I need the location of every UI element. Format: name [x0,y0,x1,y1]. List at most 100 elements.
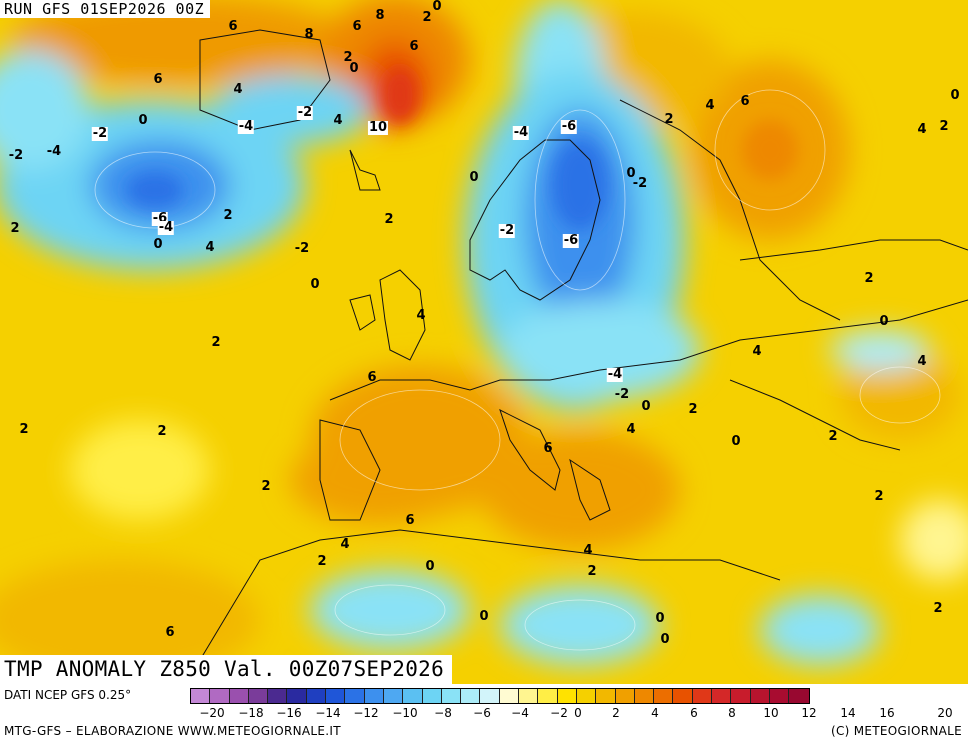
contour-label: 6 [405,513,415,528]
run-title: RUN GFS 01SEP2026 00Z [0,0,211,18]
colorbar-swatch [634,689,655,703]
contour-label: 2 [261,479,271,494]
colorbar-tick-label: −8 [434,706,452,720]
contour-label: 2 [384,212,394,227]
anomaly-field [0,0,968,680]
contour-label: 0 [310,277,320,292]
colorbar [190,688,810,704]
contour-label: 0 [469,170,479,185]
contour-label: 2 [10,221,20,236]
variable-title: TMP ANOMALY Z850 Val. 00Z07SEP2026 [0,655,453,684]
contour-label: 0 [479,609,489,624]
contour-label: 0 [655,611,665,626]
contour-label: -2 [294,241,310,256]
colorbar-swatch [422,689,442,703]
colorbar-swatch [789,689,809,703]
colorbar-tick-label: 4 [651,706,659,720]
contour-label: -2 [8,148,24,163]
contour-label: 6 [367,370,377,385]
contour-label: 6 [153,72,163,87]
colorbar-tick-label: −16 [276,706,302,720]
contour-label: 0 [950,88,960,103]
credit-right: (C) METEOGIORNALE [830,724,962,738]
colorbar-tick-label: −10 [392,706,418,720]
colorbar-tick-label: −12 [353,706,379,720]
contour-label: 4 [416,308,426,323]
contour-label: 4 [917,354,927,369]
colorbar-swatch [306,689,327,703]
contour-label: 4 [705,98,715,113]
contour-label: 2 [211,335,221,350]
colorbar-swatch [615,689,635,703]
isotherm-lines [94,89,941,651]
contour-label: 6 [543,441,553,456]
contour-label: -2 [91,126,109,141]
colorbar-tick-label: 10 [763,706,779,720]
colorbar-tick-label: 16 [879,706,895,720]
contour-label: 2 [939,119,949,134]
contour-label: -2 [498,223,516,238]
colorbar-tick-label: 14 [840,706,856,720]
contour-label: 2 [688,402,698,417]
contour-label: 2 [317,554,327,569]
contour-label: 2 [864,271,874,286]
contour-label: 2 [343,50,353,65]
colorbar-swatch [538,689,558,703]
colorbar-swatch [576,689,597,703]
colorbar-swatch [692,689,713,703]
colorbar-swatch [750,689,770,703]
anomaly-shading [0,0,968,680]
colorbar-tick-label: 0 [574,706,582,720]
contour-label: 0 [731,434,741,449]
colorbar-swatch [654,689,674,703]
contour-label: 10 [367,120,389,135]
colorbar-swatch [403,689,423,703]
contour-label: 2 [587,564,597,579]
contour-label: -2 [614,387,630,402]
contour-label: 2 [422,10,432,25]
colorbar-tick-label: −18 [238,706,264,720]
colorbar-swatch [345,689,365,703]
contour-label: 4 [626,422,636,437]
colorbar-tick-label: 2 [612,706,620,720]
contour-label: -4 [512,125,530,140]
contour-label: 6 [409,39,419,54]
colorbar-swatch [769,689,790,703]
colorbar-tick-label: 6 [690,706,698,720]
contour-label: 0 [660,632,670,647]
colorbar-swatch [441,689,462,703]
contour-label: -4 [46,144,62,159]
colorbar-tick-label: −14 [315,706,341,720]
contour-label: 4 [917,122,927,137]
data-source: DATI NCEP GFS 0.25° [4,688,132,702]
colorbar-swatch [268,689,288,703]
contour-label: 4 [233,82,243,97]
contour-label: 4 [583,543,593,558]
colorbar-tick-label: −20 [199,706,225,720]
contour-label: -2 [632,176,648,191]
anomaly-map: 6 8 8 6 6 2 0 6 4 -2 -4 2 0 4 10 0 -2 -2 -4 -6 -4 0 2 2 4 -2 0 2 -4-… [0,0,968,684]
contour-label: 2 [664,112,674,127]
contour-label: -6 [562,233,580,248]
contour-label: 0 [879,314,889,329]
contour-label: 4 [333,113,343,128]
contour-label: -6 [560,119,578,134]
colorbar-ticks: −20 −18 −16 −14 −12 −10 −8 −6 −4 −2 0 2 4 6 8 10 12 14 16 2… [190,706,966,722]
colorbar-swatch [519,689,539,703]
contour-label: 0 [425,559,435,574]
contour-label: 8 [375,8,385,23]
colorbar-tick-label: −4 [511,706,529,720]
contour-label: 6 [740,94,750,109]
colorbar-tick-label: 8 [728,706,736,720]
contour-label: 0 [349,61,359,76]
colorbar-swatch [557,689,577,703]
colorbar-swatch [326,689,346,703]
colorbar-swatch [287,689,307,703]
contour-label: 2 [157,424,167,439]
colorbar-tick-label: −6 [473,706,491,720]
colorbar-swatch [731,689,751,703]
contour-label: 0 [432,0,442,14]
contour-label: 4 [752,344,762,359]
contour-label: 4 [205,240,215,255]
